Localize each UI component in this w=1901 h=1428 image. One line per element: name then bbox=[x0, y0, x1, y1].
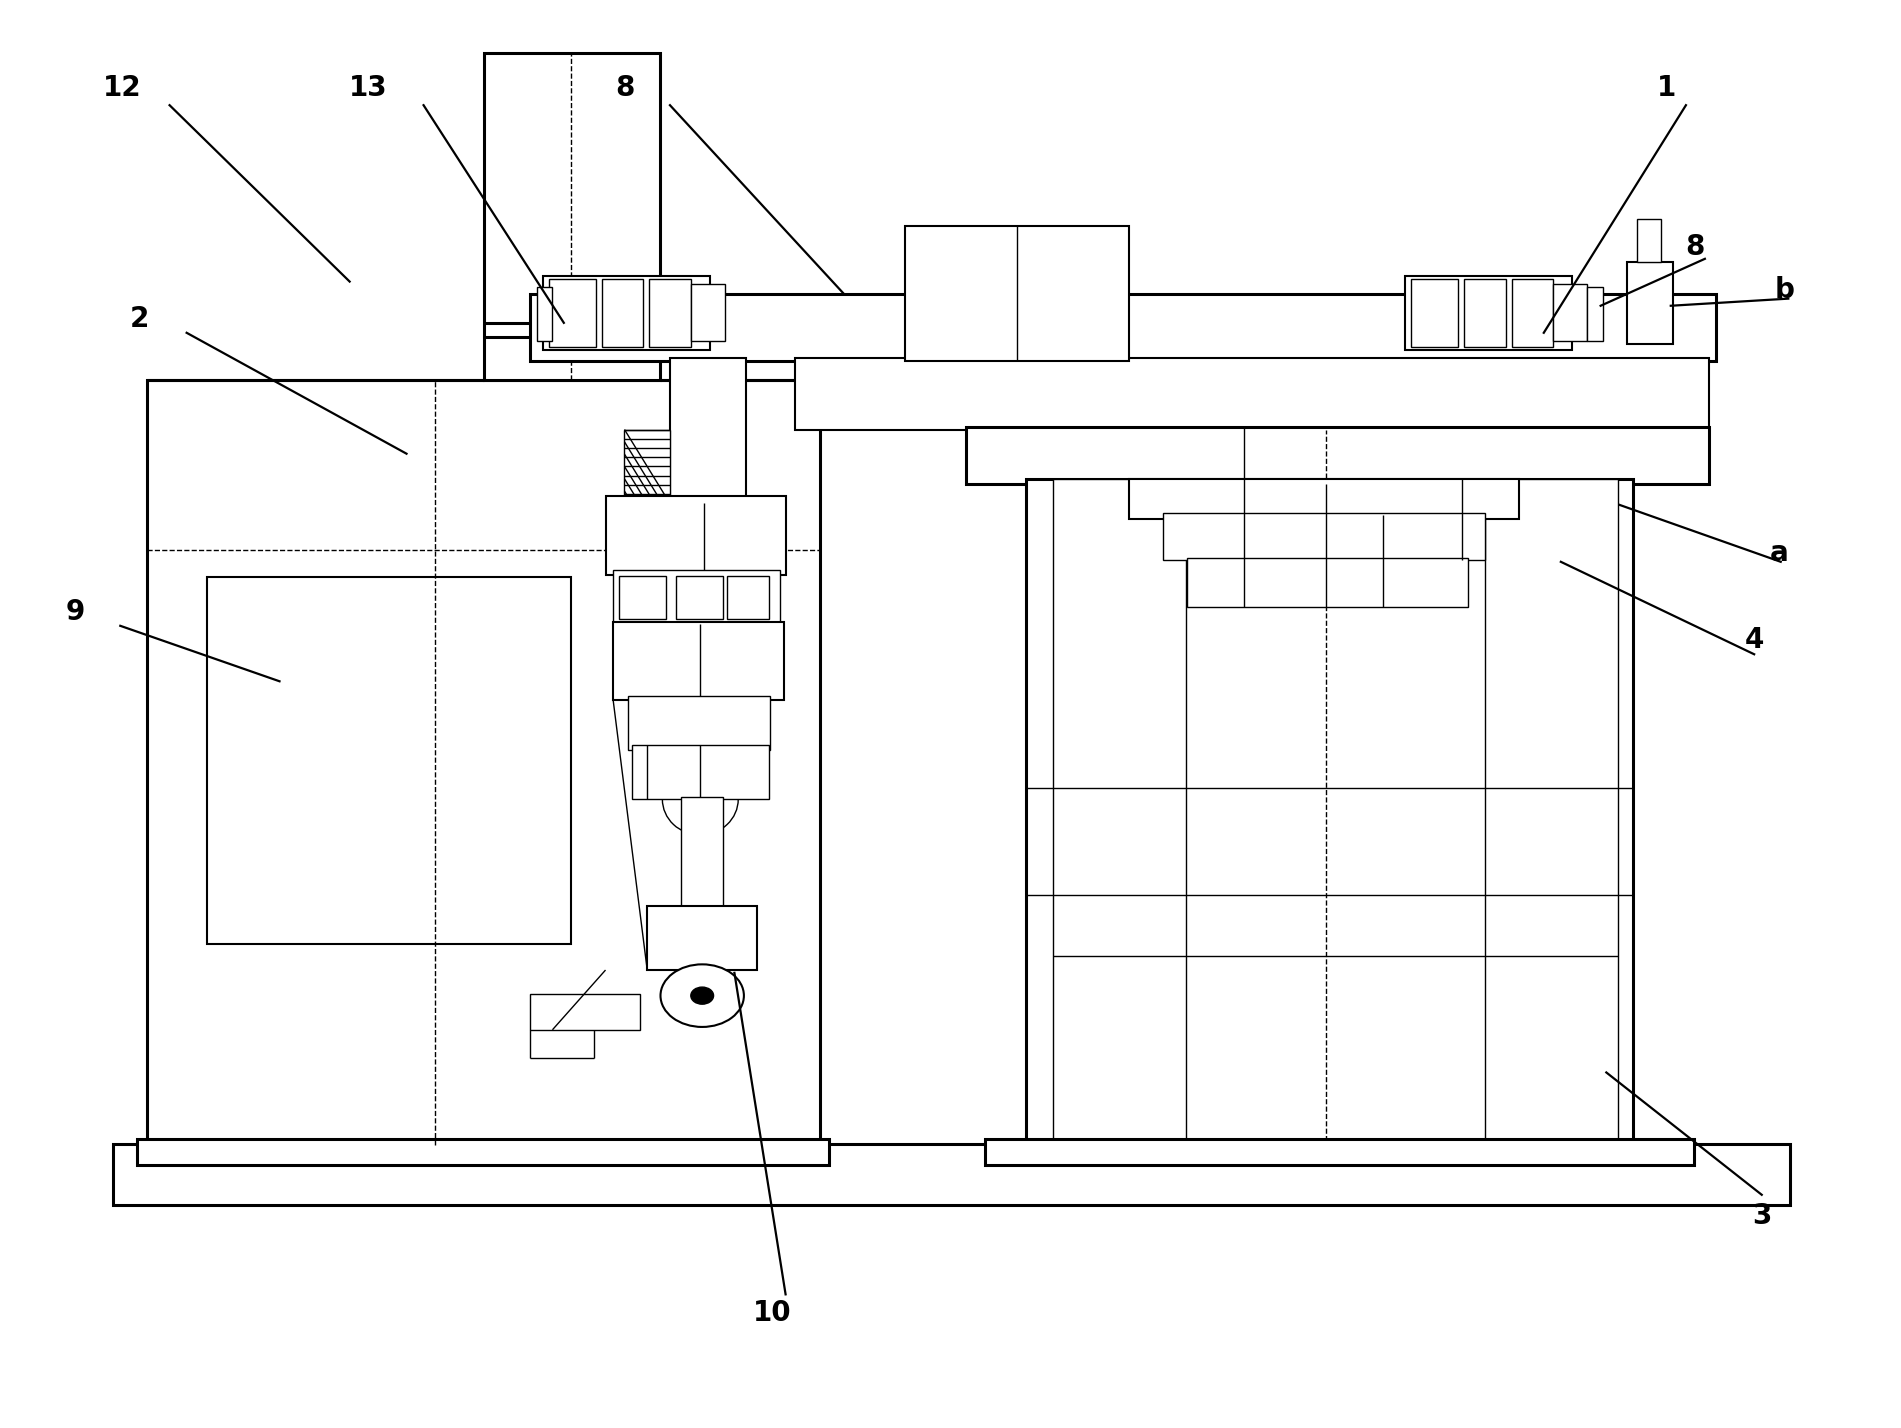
Bar bbox=[137, 1140, 829, 1165]
Circle shape bbox=[660, 964, 743, 1027]
Bar bbox=[614, 621, 783, 700]
Bar bbox=[544, 276, 709, 350]
Bar bbox=[146, 380, 819, 1145]
Bar bbox=[614, 570, 779, 624]
Bar bbox=[1553, 284, 1587, 341]
Bar bbox=[905, 226, 1129, 361]
Bar bbox=[1163, 514, 1485, 560]
Bar bbox=[549, 278, 597, 347]
Text: 4: 4 bbox=[1745, 625, 1764, 654]
Circle shape bbox=[690, 987, 713, 1004]
Bar bbox=[675, 575, 722, 618]
Text: 3: 3 bbox=[1753, 1202, 1772, 1230]
Bar bbox=[985, 1140, 1694, 1165]
Bar bbox=[112, 1144, 1791, 1205]
Bar bbox=[1485, 480, 1618, 1148]
Bar bbox=[646, 905, 757, 970]
Text: 1: 1 bbox=[1658, 74, 1677, 103]
Text: 8: 8 bbox=[614, 74, 635, 103]
Bar bbox=[1587, 287, 1603, 341]
Bar bbox=[681, 797, 722, 910]
Bar bbox=[1511, 278, 1553, 347]
Bar bbox=[1411, 278, 1458, 347]
Bar bbox=[1027, 480, 1633, 1148]
Bar bbox=[1627, 261, 1673, 344]
Bar bbox=[726, 575, 768, 618]
Text: a: a bbox=[1770, 540, 1789, 567]
Bar bbox=[627, 695, 770, 750]
Text: 12: 12 bbox=[103, 74, 141, 103]
Bar bbox=[648, 278, 690, 347]
Bar bbox=[603, 278, 643, 347]
Bar bbox=[1053, 480, 1186, 1148]
Bar bbox=[1637, 218, 1661, 261]
Bar bbox=[620, 575, 665, 618]
Bar bbox=[1405, 276, 1572, 350]
Bar bbox=[530, 294, 1717, 361]
Bar bbox=[538, 287, 553, 341]
Text: b: b bbox=[1774, 276, 1795, 304]
Bar bbox=[690, 284, 724, 341]
Bar bbox=[485, 53, 660, 380]
Bar bbox=[530, 994, 639, 1030]
Bar bbox=[669, 358, 745, 504]
Text: 2: 2 bbox=[129, 304, 148, 333]
Text: 10: 10 bbox=[753, 1299, 791, 1327]
Bar bbox=[1129, 480, 1519, 520]
Text: 13: 13 bbox=[350, 74, 388, 103]
Bar bbox=[207, 577, 572, 944]
Bar bbox=[795, 358, 1709, 430]
Bar bbox=[631, 745, 768, 800]
Bar bbox=[1464, 278, 1506, 347]
Text: 9: 9 bbox=[65, 597, 84, 625]
Bar bbox=[966, 427, 1709, 484]
Bar bbox=[606, 497, 785, 574]
Bar bbox=[1188, 557, 1468, 607]
Text: 8: 8 bbox=[1686, 233, 1705, 261]
Bar bbox=[625, 430, 669, 504]
